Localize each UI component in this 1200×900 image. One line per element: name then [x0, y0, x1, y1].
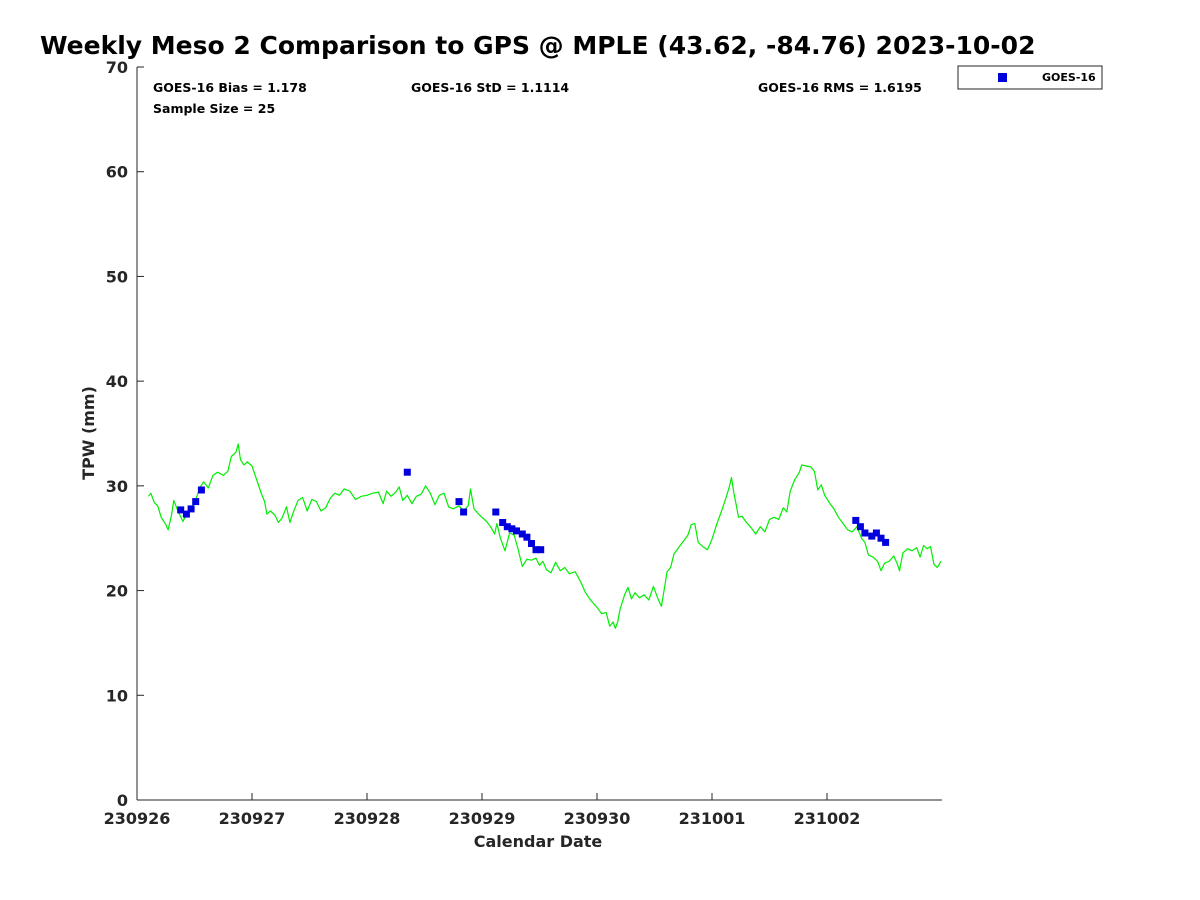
goes16-point	[455, 498, 463, 506]
goes16-point	[518, 530, 526, 538]
x-axis: 230926 230927 230928 230929 230930 231001 2310…	[104, 793, 861, 828]
y-tick-label: 20	[106, 582, 128, 601]
goes16-point	[528, 540, 535, 547]
x-tick-label: 230927	[219, 809, 286, 828]
y-tick-label: 10	[106, 686, 128, 705]
rms-stat: GOES-16 RMS = 1.6195	[758, 80, 922, 95]
goes16-point	[861, 529, 869, 537]
goes16-point	[197, 486, 205, 494]
goes16-point	[460, 508, 468, 516]
sample-size-stat: Sample Size = 25	[153, 101, 275, 116]
goes16-point	[537, 546, 545, 554]
y-tick-label: 60	[106, 163, 128, 182]
goes16-point	[182, 510, 190, 518]
legend: GOES-16	[957, 65, 1103, 90]
y-tick-label: 40	[106, 372, 128, 391]
goes16-point	[868, 532, 876, 540]
goes16-point	[508, 525, 516, 533]
y-tick-label: 30	[106, 477, 128, 496]
goes16-point	[872, 529, 880, 537]
goes16-point	[177, 506, 185, 514]
goes16-point	[513, 527, 520, 535]
chart-title: Weekly Meso 2 Comparison to GPS @ MPLE (…	[40, 31, 1035, 60]
gps-tpw-line	[148, 443, 942, 629]
std-stat: GOES-16 StD = 1.1114	[411, 80, 569, 95]
y-tick-label: 70	[106, 58, 128, 77]
goes16-point	[523, 533, 531, 541]
goes16-point	[187, 505, 195, 513]
goes16-point	[503, 523, 511, 531]
y-axis-label: TPW (mm)	[79, 386, 98, 480]
legend-box	[957, 65, 1103, 90]
x-tick-label: 230928	[334, 809, 401, 828]
y-tick-label: 50	[106, 267, 128, 286]
goes16-point	[499, 519, 507, 526]
bias-stat: GOES-16 Bias = 1.178	[153, 80, 307, 95]
goes16-point	[856, 523, 864, 531]
y-axis: 0 10 20 30 40 50 60 70	[106, 58, 144, 810]
goes16-point	[877, 534, 885, 542]
x-tick-label: 230929	[449, 809, 516, 828]
legend-marker	[998, 73, 1007, 82]
goes16-point	[492, 508, 500, 516]
y-tick-label: 0	[117, 791, 128, 810]
goes16-point	[882, 538, 890, 546]
legend-label: GOES-16	[1042, 71, 1096, 84]
x-tick-label: 231001	[679, 809, 746, 828]
goes16-point	[192, 498, 200, 506]
series-layer	[148, 443, 942, 629]
x-tick-label: 230926	[104, 809, 171, 828]
goes16-point	[403, 468, 411, 476]
goes16-point	[532, 546, 540, 554]
goes16-point	[852, 516, 860, 524]
plot-frame	[136, 67, 942, 801]
x-tick-label: 230930	[564, 809, 631, 828]
x-axis-label: Calendar Date	[474, 832, 603, 851]
x-tick-label: 231002	[794, 809, 861, 828]
